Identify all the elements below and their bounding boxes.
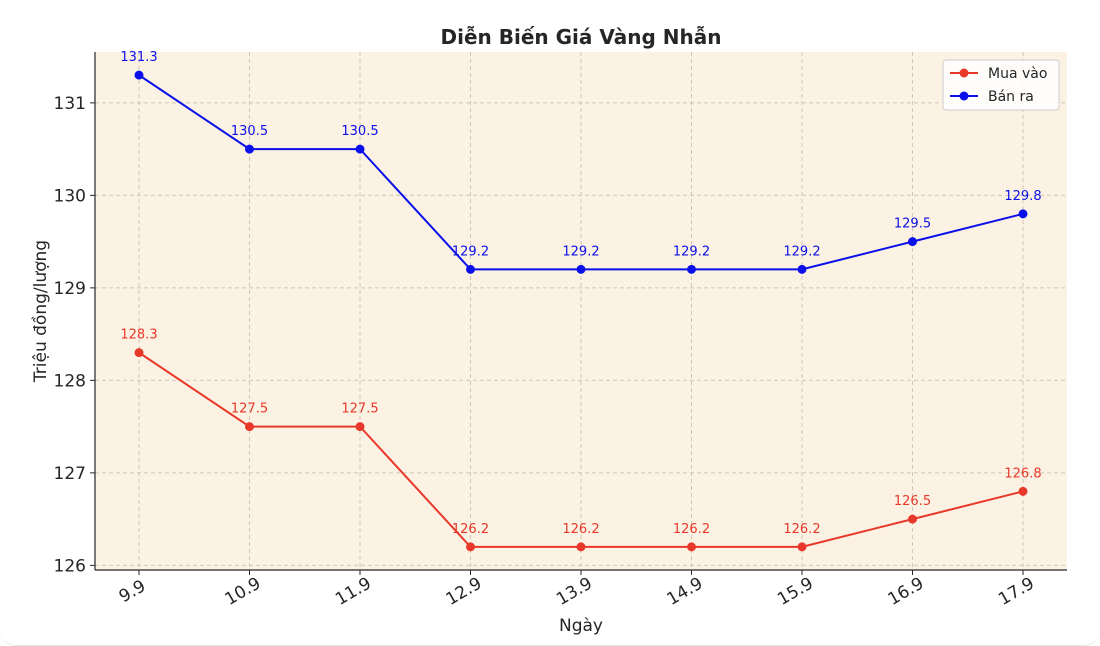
data-label: 129.2	[452, 244, 489, 259]
data-label: 127.5	[231, 402, 268, 417]
y-tick-label: 127	[54, 464, 86, 484]
data-point	[134, 348, 144, 358]
y-tick-label: 129	[54, 279, 86, 299]
data-label: 127.5	[341, 402, 378, 417]
data-label: 130.5	[341, 124, 378, 139]
legend-swatch-marker	[959, 68, 969, 78]
data-point	[245, 144, 254, 154]
data-point	[245, 422, 254, 432]
data-point	[134, 70, 144, 80]
data-point	[576, 542, 586, 552]
y-tick-label: 128	[54, 371, 86, 391]
data-labels: 128.3 127.5 127.5 126.2 126.2 126.2 126.2 126.5…	[120, 50, 1041, 537]
data-label: 126.8	[1004, 466, 1041, 481]
data-point	[797, 542, 807, 552]
x-tick-label: 11.9	[332, 574, 375, 610]
x-tick-label: 12.9	[443, 574, 486, 610]
data-label: 131.3	[120, 50, 157, 65]
y-tick-label: 131	[54, 94, 86, 114]
data-point	[355, 422, 365, 432]
x-tick-label: 13.9	[553, 574, 596, 610]
y-tick-label: 126	[54, 556, 86, 576]
x-tick-label: 16.9	[885, 574, 928, 610]
data-label: 126.2	[783, 522, 820, 537]
data-label: 129.2	[783, 244, 820, 259]
data-label: 129.2	[562, 244, 599, 259]
data-label: 128.3	[120, 328, 157, 343]
x-axis-label: Ngày	[559, 616, 603, 636]
data-label: 126.5	[894, 494, 931, 509]
data-label: 126.2	[562, 522, 599, 537]
data-label: 129.8	[1004, 189, 1041, 204]
chart-title: Diễn Biến Giá Vàng Nhẫn	[441, 25, 722, 49]
data-point	[466, 264, 475, 274]
x-tick-label: 9.9	[116, 576, 149, 607]
data-point	[1018, 209, 1028, 219]
legend-swatch-marker	[959, 91, 969, 101]
legend-label: Mua vào	[988, 66, 1047, 82]
data-point	[797, 264, 807, 274]
data-point	[908, 237, 917, 247]
x-tick-label: 14.9	[664, 574, 707, 610]
data-label: 126.2	[452, 522, 489, 537]
data-label: 129.5	[894, 217, 931, 232]
legend-label: Bán ra	[988, 89, 1034, 105]
data-point	[355, 144, 365, 154]
data-label: 129.2	[673, 244, 710, 259]
data-point	[908, 514, 917, 524]
data-label: 126.2	[673, 522, 710, 537]
data-point	[1018, 486, 1028, 496]
x-tick-label: 15.9	[774, 574, 817, 610]
data-point	[687, 542, 696, 552]
y-axis-label: Triệu đồng/lượng	[30, 240, 51, 383]
data-point	[576, 264, 586, 274]
legend: Mua vào Bán ra	[942, 59, 1060, 111]
x-tick-label: 17.9	[995, 574, 1038, 610]
x-tick-label: 10.9	[222, 574, 265, 610]
data-label: 130.5	[231, 124, 268, 139]
grid-lines	[95, 52, 1067, 570]
data-point	[687, 264, 696, 274]
series-layer	[134, 70, 1028, 552]
y-tick-label: 130	[54, 186, 86, 206]
data-point	[466, 542, 475, 552]
